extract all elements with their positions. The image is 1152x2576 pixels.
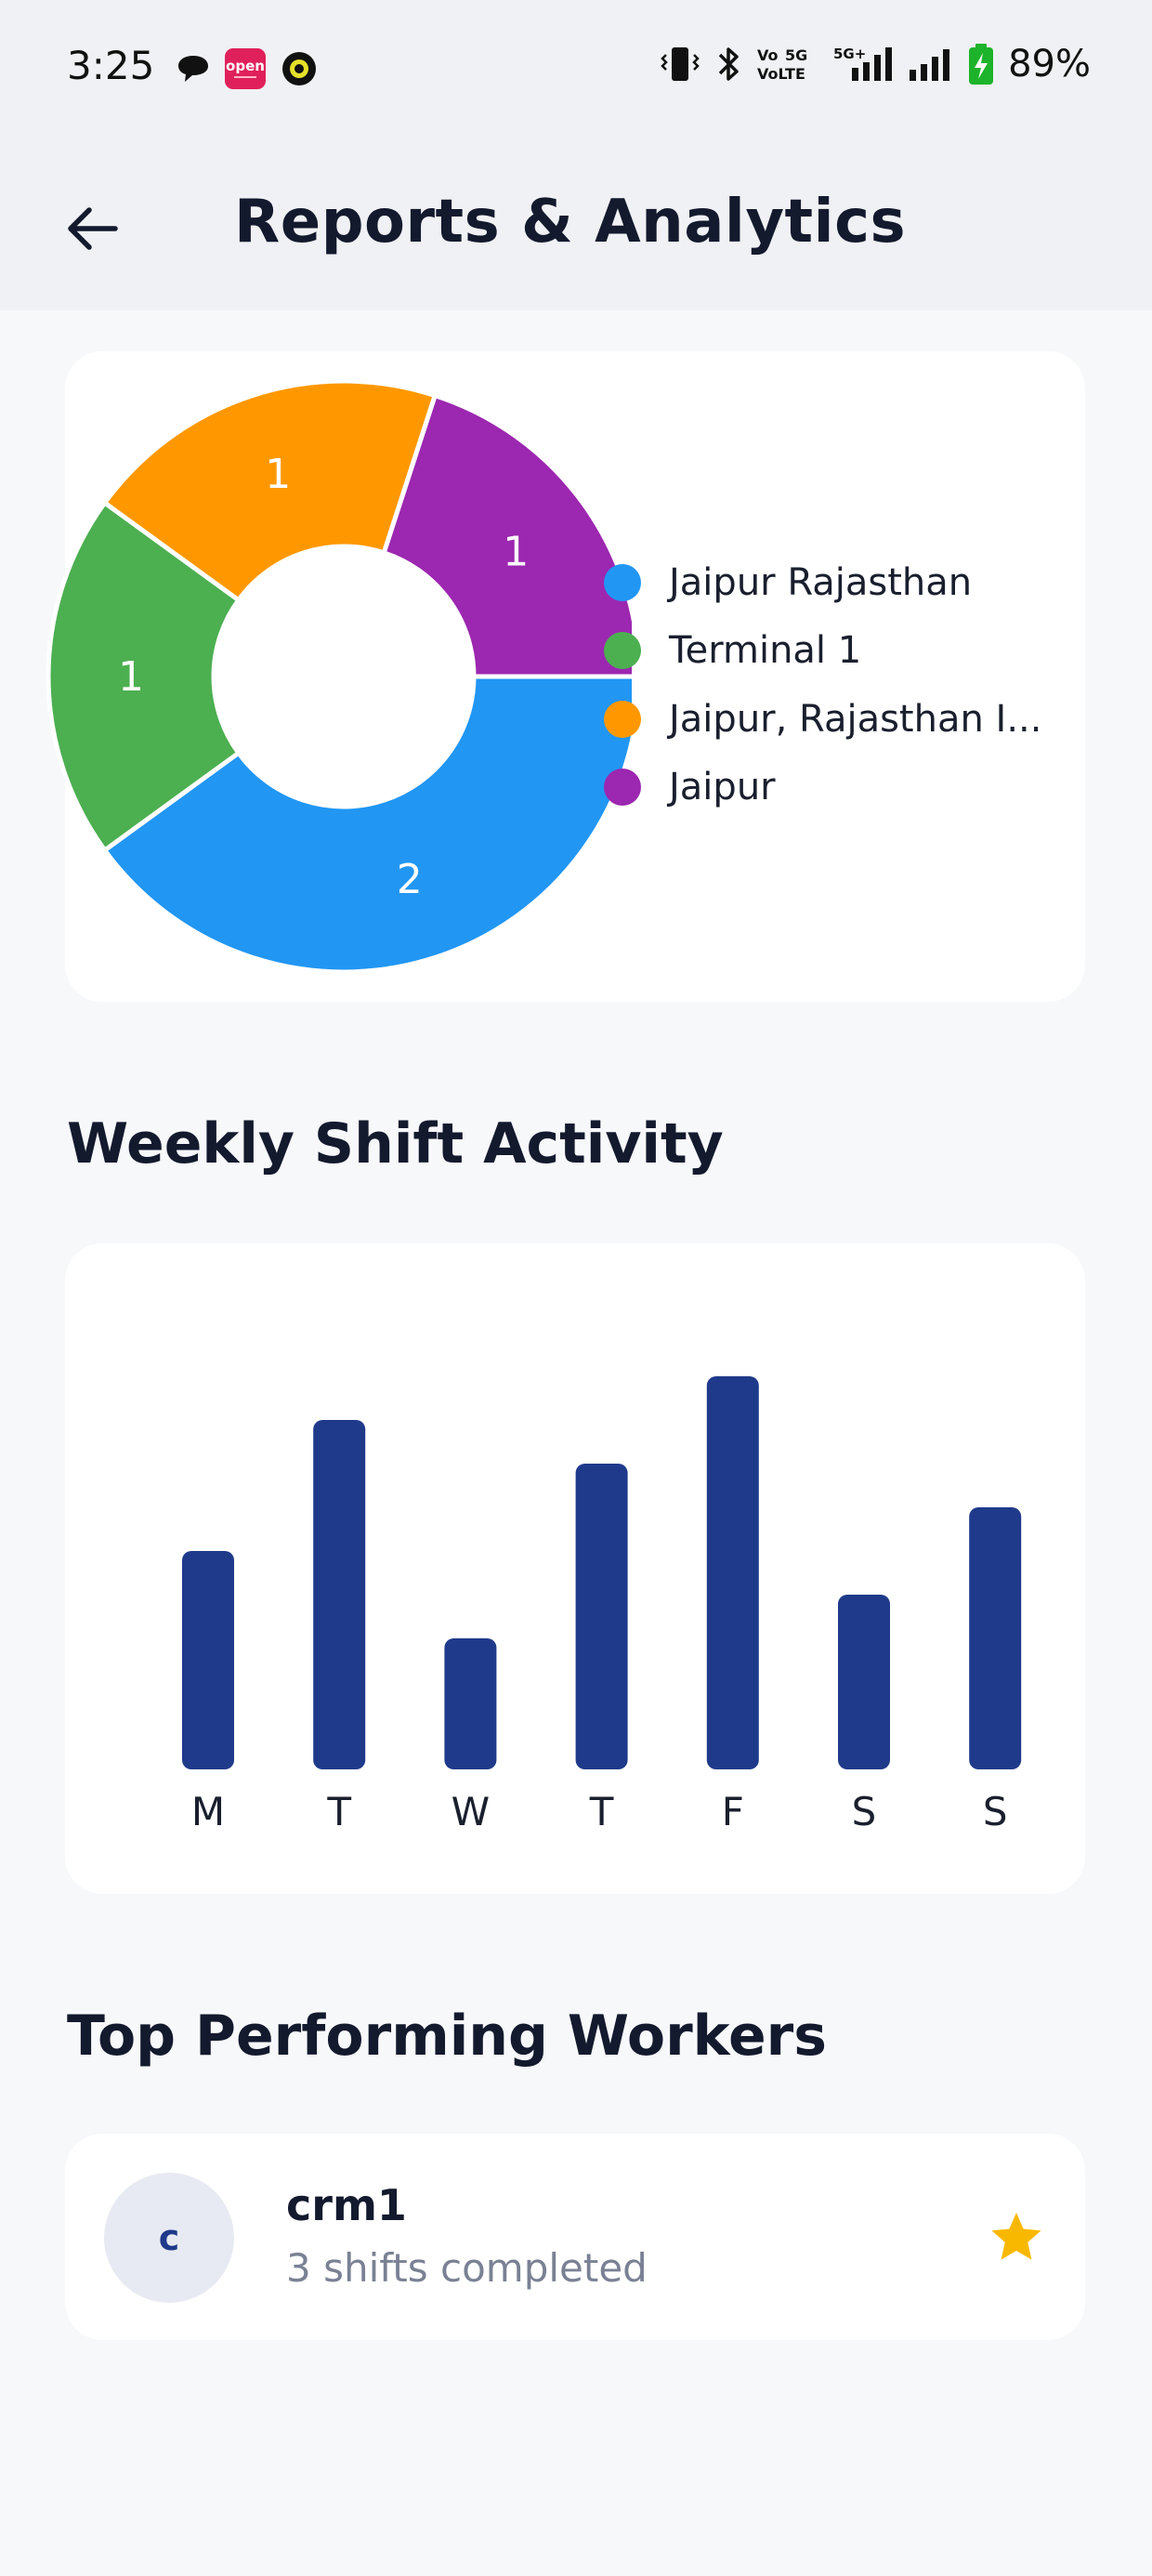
x-tick-label: T bbox=[589, 1789, 614, 1834]
legend-dot bbox=[604, 700, 641, 738]
bar-4[interactable] bbox=[575, 1464, 628, 1769]
back-button[interactable] bbox=[56, 191, 130, 266]
arrow-left-icon bbox=[68, 207, 118, 250]
worker-name: crm1 bbox=[286, 2180, 407, 2230]
worker-card[interactable]: c crm1 3 shifts completed bbox=[65, 2134, 1085, 2340]
bar-2[interactable] bbox=[313, 1420, 366, 1769]
legend-label: Jaipur, Rajasthan I... bbox=[669, 697, 1042, 741]
bluetooth-icon bbox=[718, 47, 739, 81]
svg-text:Vo: Vo bbox=[757, 46, 779, 64]
x-tick-label: W bbox=[452, 1789, 491, 1834]
legend-item-jaipur[interactable]: Jaipur bbox=[604, 754, 1041, 822]
donut-slice-1[interactable] bbox=[101, 674, 632, 975]
status-bar: 3:25 open Vo 5G VoLTE 5G+ bbox=[0, 0, 1152, 139]
bar-7[interactable] bbox=[969, 1507, 1022, 1769]
weekly-section-title: Weekly Shift Activity bbox=[67, 1111, 724, 1176]
chart-legend: Jaipur Rajasthan Terminal 1 Jaipur, Raja… bbox=[604, 548, 1041, 821]
donut-slice-label: 1 bbox=[118, 653, 144, 701]
avatar: c bbox=[104, 2173, 234, 2303]
volte-icon: Vo 5G VoLTE bbox=[757, 46, 807, 83]
legend-item-jaipur-rajasthan-i[interactable]: Jaipur, Rajasthan I... bbox=[604, 685, 1041, 754]
x-tick-label: F bbox=[722, 1789, 744, 1834]
battery-percent: 89% bbox=[1008, 43, 1091, 85]
battery-charging-icon bbox=[969, 44, 994, 85]
app-header: Reports & Analytics bbox=[0, 139, 1152, 310]
svg-text:5G: 5G bbox=[785, 46, 807, 64]
donut-slice-label: 1 bbox=[503, 528, 529, 575]
page-title: Reports & Analytics bbox=[234, 188, 907, 256]
legend-dot bbox=[604, 563, 641, 601]
legend-label: Terminal 1 bbox=[669, 629, 862, 673]
vibrate-icon bbox=[661, 47, 700, 81]
donut-slice-label: 1 bbox=[265, 451, 291, 498]
x-tick-label: S bbox=[983, 1789, 1008, 1834]
status-app-icons: open bbox=[177, 48, 318, 89]
legend-label: Jaipur bbox=[669, 766, 776, 809]
svg-text:open: open bbox=[226, 58, 265, 74]
legend-dot bbox=[604, 632, 641, 670]
donut-chart: 2 1 1 1 bbox=[46, 378, 632, 975]
worker-shifts: 3 shifts completed bbox=[286, 2245, 648, 2291]
x-tick-label: T bbox=[326, 1789, 351, 1834]
open-app-icon: open bbox=[225, 48, 266, 89]
svg-text:VoLTE: VoLTE bbox=[757, 65, 805, 83]
donut-slice-4[interactable] bbox=[381, 392, 632, 679]
x-tick-label: M bbox=[191, 1789, 225, 1834]
svg-text:5G+: 5G+ bbox=[833, 46, 866, 62]
donut-slice-3[interactable] bbox=[101, 378, 439, 604]
x-tick-label: S bbox=[852, 1789, 877, 1834]
status-time: 3:25 bbox=[67, 43, 155, 88]
status-system-icons: Vo 5G VoLTE 5G+ 89% bbox=[659, 43, 1091, 85]
legend-item-terminal-1[interactable]: Terminal 1 bbox=[604, 617, 1041, 686]
star-icon bbox=[991, 2213, 1041, 2260]
donut-slice-label: 2 bbox=[397, 856, 423, 903]
signal-5g-icon: 5G+ bbox=[833, 46, 893, 81]
signal-icon bbox=[910, 49, 950, 81]
ring-app-icon bbox=[282, 52, 316, 85]
donut-slice-2[interactable] bbox=[46, 499, 242, 854]
legend-label: Jaipur Rajasthan bbox=[669, 560, 973, 604]
top-workers-title: Top Performing Workers bbox=[67, 2004, 827, 2069]
bar-5[interactable] bbox=[706, 1376, 759, 1769]
legend-item-jaipur-rajasthan[interactable]: Jaipur Rajasthan bbox=[604, 548, 1041, 617]
bar-6[interactable] bbox=[838, 1595, 890, 1769]
bar-3[interactable] bbox=[444, 1638, 497, 1769]
chat-bubble-icon bbox=[178, 56, 208, 82]
location-chart-card: 2 1 1 1 Jaipur Rajasthan Terminal 1 Jaipur,… bbox=[46, 351, 1085, 1002]
legend-dot bbox=[604, 769, 641, 807]
bar-1[interactable] bbox=[182, 1551, 234, 1769]
